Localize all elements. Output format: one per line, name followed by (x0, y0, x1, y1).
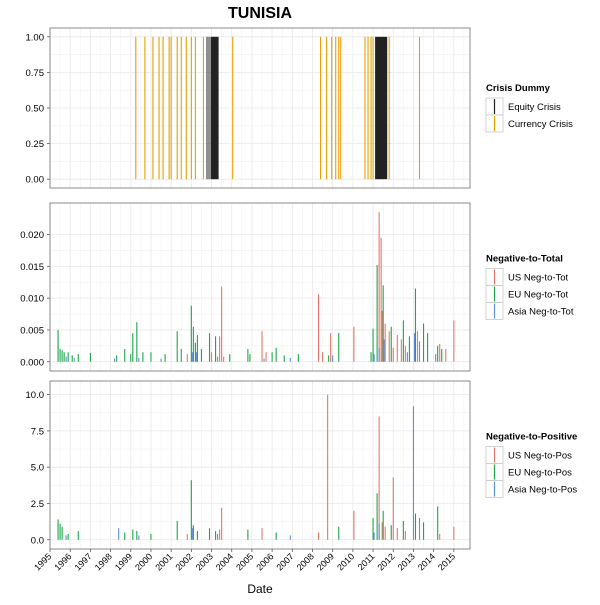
y-tick-label: 5.0 (31, 463, 44, 474)
x-tick-label: 2004 (214, 551, 235, 572)
y-tick-label: 7.5 (31, 426, 44, 437)
x-tick-label: 2002 (174, 551, 195, 572)
x-tick-label: 2014 (416, 551, 437, 572)
series-asia-neg-to-pos (65, 406, 421, 540)
bar (208, 36, 210, 180)
plot-background (50, 381, 470, 549)
x-tick-label: 2012 (375, 551, 396, 572)
legend-label: Currency Crisis (508, 119, 573, 130)
y-tick-label: 0.25 (26, 139, 45, 150)
series-equity-crisis (206, 36, 388, 180)
x-tick-label: 2011 (356, 551, 377, 572)
y-tick-label: 10.0 (26, 390, 45, 401)
y-tick-label: 0.010 (20, 294, 44, 305)
x-tick-label: 2001 (153, 551, 174, 572)
panel-neg-to-total: 0.000 0.005 0.010 0.015 0.020 Negative-to-Tot… (20, 202, 574, 372)
x-tick-label: 2013 (396, 551, 417, 572)
legend-label: EU Neg-to-Tot (508, 290, 569, 301)
legend-title: Negative-to-Total (486, 254, 563, 265)
y-tick-label: 0.000 (20, 357, 44, 368)
plot-frame (49, 202, 471, 372)
panel-neg-to-pos: 0.0 2.5 5.0 7.5 10.0 Negative-to-Positive US N… (26, 380, 577, 550)
legend-neg-to-total: Negative-to-Total US Neg-to-Tot EU Neg-to-… (485, 254, 574, 320)
bar (375, 36, 388, 180)
x-tick-label: 1998 (93, 551, 114, 572)
legend-crisis: Crisis Dummy Equity Crisis Currency Crisis (485, 83, 573, 133)
y-tick-label: 1.00 (26, 32, 45, 43)
x-tick-label: 2000 (133, 551, 154, 572)
y-tick-label: 0.015 (20, 262, 44, 273)
legend-label: US Neg-to-Tot (508, 273, 569, 284)
legend-label: US Neg-to-Pos (508, 451, 572, 462)
y-tick-label: 0.00 (26, 175, 45, 186)
series-currency-crisis (135, 36, 421, 180)
legend-neg-to-pos: Negative-to-Positive US Neg-to-Pos EU Neg-… (485, 432, 577, 498)
x-axis-label: Date (247, 582, 273, 596)
legend-title: Negative-to-Positive (486, 432, 577, 443)
y-tick-label: 0.005 (20, 325, 44, 336)
x-tick-label: 1995 (32, 551, 53, 572)
series-eu-neg-to-pos (57, 480, 439, 540)
x-tick-label: 1997 (73, 551, 94, 572)
legend-label: Asia Neg-to-Pos (508, 485, 577, 496)
legend-label: Equity Crisis (508, 102, 561, 113)
y-tick-label: 0.75 (26, 68, 45, 79)
x-tick-label: 2005 (234, 551, 255, 572)
y-tick-label: 0.50 (26, 104, 45, 115)
x-tick-label: 2015 (436, 551, 457, 572)
x-tick-label: 1999 (113, 551, 134, 572)
x-tick-label: 2006 (254, 551, 275, 572)
x-tick-label: 2007 (274, 551, 295, 572)
plot-background (50, 203, 470, 371)
chart-panels: 0.00 0.25 0.50 0.75 1.00 Crisis Dummy Equity C… (20, 27, 577, 573)
series-asia-neg-to-tot (65, 333, 437, 362)
bar (206, 36, 208, 180)
legend-label: Asia Neg-to-Tot (508, 307, 574, 318)
series-us-neg-to-tot (186, 212, 455, 362)
bar (210, 36, 219, 180)
x-tick-label: 2010 (335, 551, 356, 572)
x-tick-label: 2009 (315, 551, 336, 572)
panel-crisis: 0.00 0.25 0.50 0.75 1.00 Crisis Dummy Equity C… (26, 27, 573, 189)
y-tick-label: 2.5 (31, 499, 44, 510)
legend-title: Crisis Dummy (486, 83, 551, 94)
legend-label: EU Neg-to-Pos (508, 468, 572, 479)
x-tick-label: 2003 (194, 551, 215, 572)
y-tick-label: 0.020 (20, 230, 44, 241)
plot-frame (49, 27, 471, 189)
series-eu-neg-to-tot (57, 265, 443, 362)
y-tick-label: 0.0 (31, 535, 44, 546)
x-axis: 1995199619971998199920002001200220032004… (32, 549, 457, 573)
plot-frame (49, 380, 471, 550)
x-tick-label: 2008 (295, 551, 316, 572)
x-tick-label: 1996 (52, 551, 73, 572)
series-us-neg-to-pos (186, 394, 455, 540)
chart-title: TUNISIA (228, 5, 292, 22)
